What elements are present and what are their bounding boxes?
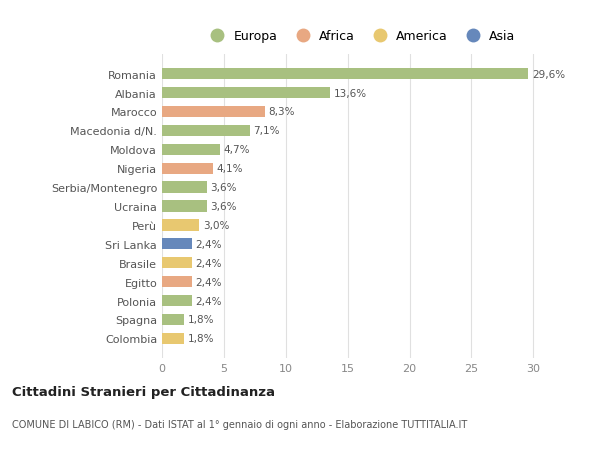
Text: 2,4%: 2,4% [196, 258, 222, 268]
Text: 13,6%: 13,6% [334, 89, 367, 98]
Text: 2,4%: 2,4% [196, 277, 222, 287]
Bar [162, 314, 184, 325]
Bar [162, 182, 206, 193]
Bar [162, 69, 528, 80]
Bar [162, 276, 192, 288]
Text: 1,8%: 1,8% [188, 334, 214, 344]
Bar [162, 88, 330, 99]
Text: Cittadini Stranieri per Cittadinanza: Cittadini Stranieri per Cittadinanza [12, 385, 275, 398]
Bar [162, 163, 213, 174]
Bar [162, 333, 184, 344]
Text: 29,6%: 29,6% [532, 69, 565, 79]
Text: COMUNE DI LABICO (RM) - Dati ISTAT al 1° gennaio di ogni anno - Elaborazione TUT: COMUNE DI LABICO (RM) - Dati ISTAT al 1°… [12, 419, 467, 429]
Text: 4,7%: 4,7% [224, 145, 250, 155]
Bar [162, 125, 250, 137]
Text: 3,0%: 3,0% [203, 220, 229, 230]
Bar [162, 257, 192, 269]
Text: 7,1%: 7,1% [254, 126, 280, 136]
Bar [162, 295, 192, 307]
Text: 3,6%: 3,6% [210, 183, 237, 193]
Text: 2,4%: 2,4% [196, 239, 222, 249]
Text: 8,3%: 8,3% [268, 107, 295, 117]
Bar [162, 220, 199, 231]
Text: 1,8%: 1,8% [188, 315, 214, 325]
Text: 3,6%: 3,6% [210, 202, 237, 212]
Bar [162, 239, 192, 250]
Legend: Europa, Africa, America, Asia: Europa, Africa, America, Asia [200, 25, 520, 48]
Text: 2,4%: 2,4% [196, 296, 222, 306]
Bar [162, 144, 220, 156]
Bar [162, 201, 206, 212]
Bar [162, 106, 265, 118]
Text: 4,1%: 4,1% [217, 164, 243, 174]
